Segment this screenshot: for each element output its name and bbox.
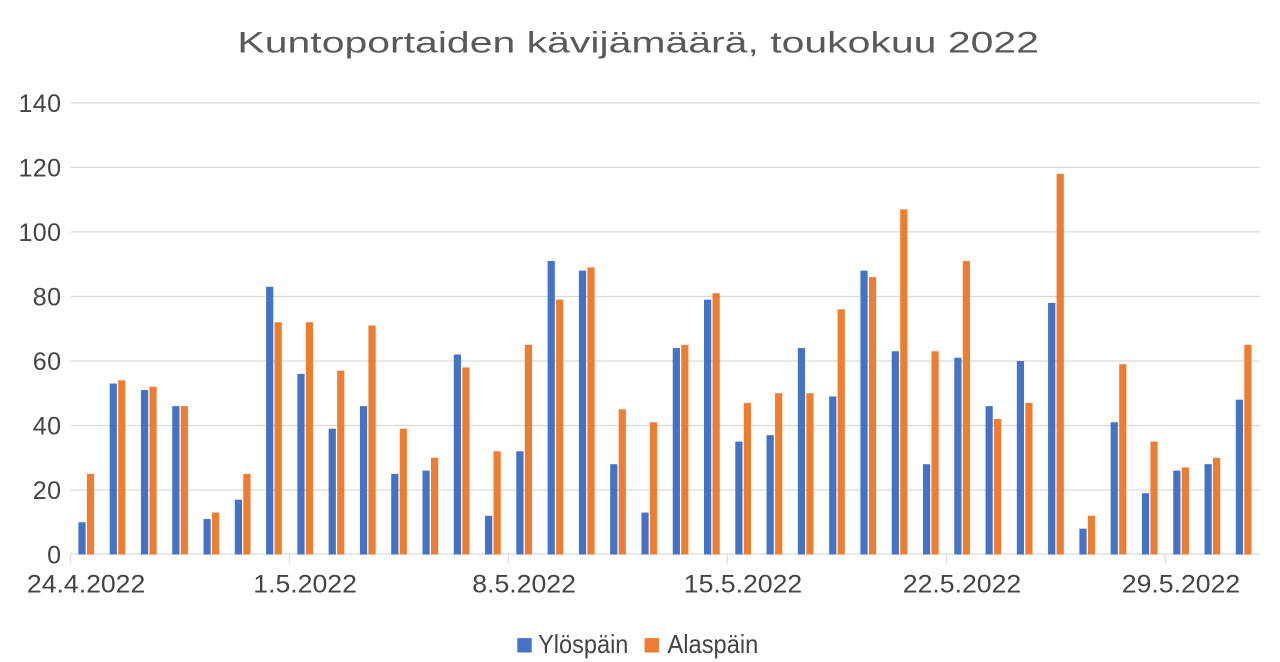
svg-text:40: 40 [33, 413, 62, 441]
svg-text:140: 140 [18, 90, 61, 118]
svg-text:15.5.2022: 15.5.2022 [684, 570, 802, 598]
svg-text:60: 60 [33, 348, 62, 376]
svg-text:8.5.2022: 8.5.2022 [472, 570, 576, 598]
svg-text:1.5.2022: 1.5.2022 [253, 570, 357, 598]
svg-text:0: 0 [47, 542, 61, 570]
svg-text:24.4.2022: 24.4.2022 [27, 570, 145, 598]
svg-text:80: 80 [33, 283, 62, 311]
svg-text:Kuntoportaiden kävijämäärä, to: Kuntoportaiden kävijämäärä, toukokuu 202… [237, 27, 1039, 60]
svg-text:20: 20 [33, 477, 62, 505]
svg-text:100: 100 [18, 219, 61, 247]
svg-text:Alaspäin: Alaspäin [668, 629, 759, 659]
svg-text:Ylöspäin: Ylöspäin [538, 629, 628, 659]
svg-text:29.5.2022: 29.5.2022 [1122, 570, 1240, 598]
svg-text:22.5.2022: 22.5.2022 [903, 570, 1021, 598]
svg-text:120: 120 [18, 154, 61, 182]
